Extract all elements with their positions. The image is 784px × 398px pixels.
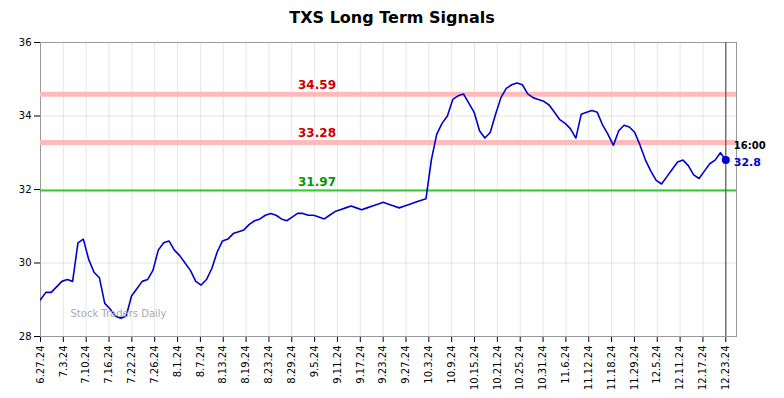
svg-text:10.15.24: 10.15.24	[469, 346, 480, 391]
svg-text:34.59: 34.59	[298, 78, 336, 92]
svg-text:10.21.24: 10.21.24	[492, 346, 503, 391]
svg-text:8.29.24: 8.29.24	[286, 346, 297, 384]
svg-text:32: 32	[19, 184, 32, 195]
svg-text:33.28: 33.28	[298, 126, 336, 140]
svg-text:8.19.24: 8.19.24	[240, 346, 251, 384]
svg-text:8.1.24: 8.1.24	[172, 346, 183, 378]
svg-text:16:00: 16:00	[734, 140, 766, 151]
svg-text:7.16.24: 7.16.24	[103, 346, 114, 384]
svg-text:11.18.24: 11.18.24	[606, 346, 617, 391]
svg-text:11.6.24: 11.6.24	[560, 346, 571, 384]
svg-text:9.11.24: 9.11.24	[332, 346, 343, 384]
svg-text:31.97: 31.97	[298, 175, 336, 189]
svg-text:7.22.24: 7.22.24	[126, 346, 137, 384]
svg-text:9.5.24: 9.5.24	[309, 346, 320, 378]
svg-text:36: 36	[19, 37, 32, 48]
svg-text:8.23.24: 8.23.24	[263, 346, 274, 384]
svg-text:10.31.24: 10.31.24	[537, 346, 548, 391]
svg-text:30: 30	[19, 257, 32, 268]
svg-text:Stock Traders Daily: Stock Traders Daily	[71, 308, 167, 319]
svg-text:7.10.24: 7.10.24	[80, 346, 91, 384]
svg-text:32.8: 32.8	[734, 156, 761, 169]
svg-text:10.9.24: 10.9.24	[446, 346, 457, 384]
svg-text:8.13.24: 8.13.24	[217, 346, 228, 384]
svg-text:11.12.24: 11.12.24	[583, 346, 594, 391]
html-text:TXS Long Term Signals: TXS Long Term Signals	[289, 8, 495, 27]
svg-text:9.23.24: 9.23.24	[377, 346, 388, 384]
svg-text:6.27.24: 6.27.24	[35, 346, 46, 384]
svg-text:9.27.24: 9.27.24	[400, 346, 411, 384]
svg-text:7.26.24: 7.26.24	[149, 346, 160, 384]
svg-text:7.3.24: 7.3.24	[58, 346, 69, 378]
svg-text:34: 34	[19, 110, 32, 121]
svg-text:9.17.24: 9.17.24	[355, 346, 366, 384]
svg-text:12.17.24: 12.17.24	[697, 346, 708, 391]
svg-text:10.25.24: 10.25.24	[514, 346, 525, 391]
svg-text:28: 28	[19, 331, 32, 342]
svg-text:11.29.24: 11.29.24	[629, 346, 640, 391]
svg-text:10.3.24: 10.3.24	[423, 346, 434, 384]
svg-text:8.7.24: 8.7.24	[195, 346, 206, 378]
svg-text:12.5.24: 12.5.24	[651, 346, 662, 384]
svg-text:12.23.24: 12.23.24	[720, 346, 731, 391]
svg-text:12.11.24: 12.11.24	[674, 346, 685, 391]
